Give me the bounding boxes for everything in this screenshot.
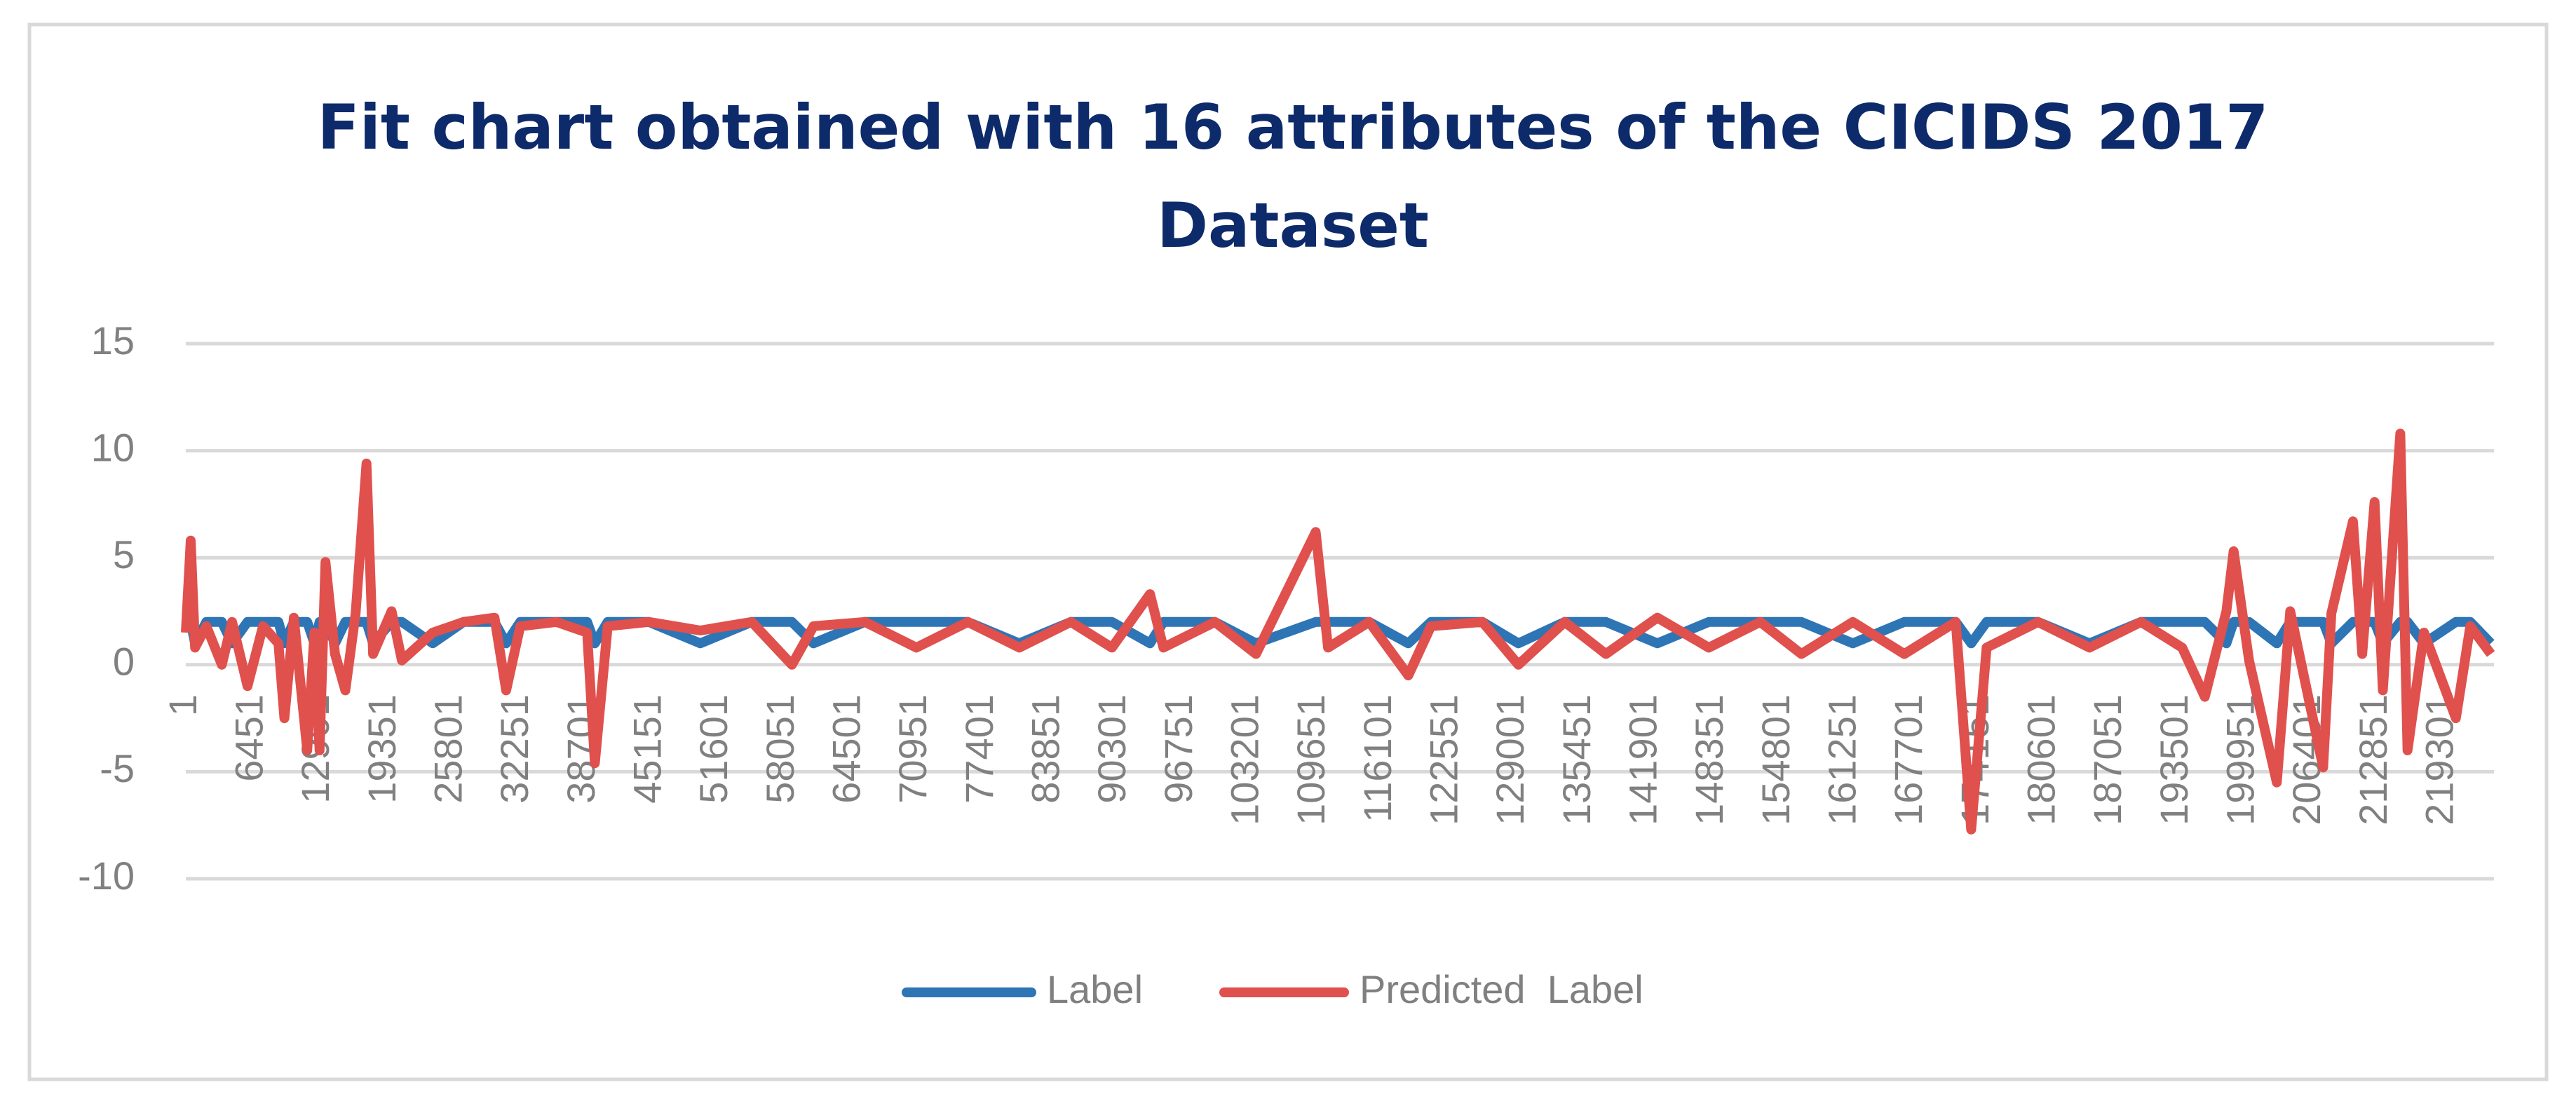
x-tick-label: 32251 [492,694,536,804]
legend-label: Predicted Label [1360,967,1643,1011]
legend-label: Label [1047,967,1143,1011]
y-tick-label: 0 [113,640,135,684]
y-tick-label: 10 [91,425,135,469]
x-tick-label: 19351 [360,694,404,804]
y-tick-label: -5 [100,746,135,790]
series-line [181,429,2495,835]
x-tick-label: 58051 [758,694,802,804]
x-tick-label: 83851 [1023,694,1067,804]
chart-border [27,22,2549,1081]
x-tick-label: 141901 [1620,694,1665,825]
x-tick-label: 90301 [1090,694,1134,804]
x-tick-label: 199951 [2218,694,2262,825]
x-tick-label: 70951 [890,694,935,804]
x-tick-label: 96751 [1156,694,1200,804]
x-tick-label: 161251 [1819,694,1864,825]
x-tick-label: 212851 [2351,694,2395,825]
x-tick-label: 109651 [1289,694,1333,825]
chart-title: Fit chart obtained with 16 attributes of… [317,91,2269,262]
x-tick-label: 45151 [625,694,669,804]
x-tick-label: 64501 [824,694,868,804]
x-tick-label: 154801 [1754,694,1798,825]
x-tick-label: 77401 [957,694,1001,804]
x-tick-label: 167701 [1886,694,1930,825]
x-tick-label: 148351 [1687,694,1731,825]
x-tick-label: 25801 [426,694,470,804]
x-tick-label: 1 [161,694,205,716]
x-tick-label: 193501 [2152,694,2196,825]
x-tick-label: 116101 [1355,694,1399,823]
y-tick-label: -10 [78,854,135,898]
x-tick-label: 51601 [691,694,735,804]
x-tick-label: 187051 [2085,694,2129,825]
x-tick-label: 122551 [1421,694,1465,825]
y-tick-label: 15 [91,318,135,363]
x-tick-label: 6451 [226,694,271,782]
y-tick-label: 5 [113,532,135,576]
x-tick-label: 103201 [1222,694,1266,825]
x-tick-label: 135451 [1554,694,1599,825]
x-tick-label: 180601 [2019,694,2063,825]
x-tick-label: 129001 [1488,694,1532,825]
